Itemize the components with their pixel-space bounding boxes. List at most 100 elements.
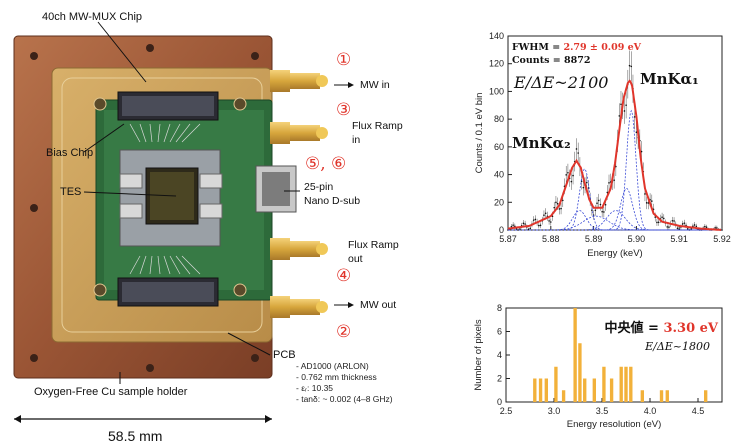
histogram-bar [602,366,606,402]
histogram-bar [592,378,596,402]
data-point [716,227,718,229]
data-point [524,223,526,225]
histogram-bar [659,390,664,402]
data-point [565,174,568,176]
data-point [512,224,514,226]
data-point [529,227,532,230]
data-point [538,224,540,227]
data-point [570,180,573,183]
pcb-spec-item: - εᵣ: 10.35 [296,383,334,393]
data-point [686,228,689,230]
x-tick-label: 5.89 [585,234,603,244]
x-axis-label: Energy (keV) [587,248,642,259]
data-point [633,116,636,118]
data-point [640,150,643,153]
data-point [539,224,542,227]
y-tick-label: 20 [494,197,504,207]
y-tick-label: 2 [497,374,502,384]
data-point [693,224,696,226]
data-point [543,214,545,216]
data-point [657,221,660,224]
data-point [714,226,716,229]
x-tick-label: 5.90 [628,234,646,244]
sample-holder-illustration [13,21,354,423]
data-point [690,228,692,230]
x-tick-label: 3.5 [596,406,609,416]
sample-holder-label: Oxygen-Free Cu sample holder [34,386,188,398]
y-axis-label: Number of pixels [473,319,484,391]
dsub-label: 25-pin Nano D-sub [304,181,361,207]
data-point [681,223,684,225]
data-point [630,65,633,68]
y-tick-label: 140 [489,31,504,41]
data-point [532,219,535,221]
marker-4: ④ [336,266,352,286]
data-point [585,181,588,184]
device-photo: 40ch MW-MUX Chip Bias Chip TES PCB Oxyge… [13,11,403,444]
median-text: 中央値 = 3.30 eV [605,320,719,336]
data-point [582,186,585,189]
data-point [671,219,674,222]
histogram-bar [578,343,582,402]
histogram-bar [704,390,708,402]
resolving-power: E/ΔE~2100 [513,73,608,92]
data-point [625,104,627,106]
sma-connectors [270,70,328,318]
y-tick-label: 120 [489,59,504,69]
resolving-power: E/ΔE~1800 [644,340,710,353]
histogram-bar [629,366,633,402]
histogram-bar [609,378,614,402]
data-point [550,221,552,223]
fwhm-text: FWHM = 2.79 ± 0.09 eV [512,42,642,53]
data-point [544,212,547,215]
histogram-bar [640,390,644,402]
median-value: 3.30 eV [663,321,718,336]
data-point [527,228,530,231]
pcb-specs: - AD1000 (ARLON) - 0.762 mm thickness - … [296,361,393,405]
data-point [603,211,605,213]
y-tick-label: 0 [497,397,502,407]
y-tick-label: 8 [497,303,502,313]
fit-line [507,79,722,231]
data-point [555,201,557,204]
fwhm-value: 2.79 ± 0.09 eV [563,42,641,53]
dimension-label: 58.5 mm [108,428,163,444]
marker-1: ① [336,50,352,70]
data-point [644,193,646,195]
y-tick-label: 40 [494,170,504,180]
data-point [656,221,658,224]
x-axis-label: Energy resolution (eV) [567,419,662,430]
data-point [519,228,521,230]
x-tick-label: 5.92 [713,234,731,244]
pcb-spec-item: - AD1000 (ARLON) [296,361,369,371]
mw-out-label: MW out [360,299,397,311]
data-point [548,220,550,222]
data-point [628,64,631,67]
data-point [596,202,598,205]
marker-2: ② [336,322,352,342]
data-point [666,226,669,228]
y-axis-label: Counts / 0.1 eV bin [474,93,485,174]
data-point [704,225,706,228]
data-point [558,208,561,210]
data-point [661,216,663,219]
y-tick-label: 0 [499,225,504,235]
data-point [620,103,622,106]
histogram-bar [544,378,548,402]
plot-frame [507,35,723,231]
data-point [623,110,626,112]
data-point [601,210,603,213]
marker-5-6: ⑤, ⑥ [305,154,347,174]
histogram-bar [583,378,587,402]
x-tick-label: 4.0 [644,406,657,416]
data-point [534,218,537,221]
data-point [567,171,569,174]
data-point [618,115,621,117]
x-tick-label: 2.5 [500,406,513,416]
flux-ramp-in-label: Flux Ramp in [352,120,403,146]
mw-in-label: MW in [360,79,390,91]
data-point [577,152,579,154]
histogram-bar [554,366,558,402]
x-tick-label: 3.0 [548,406,561,416]
data-point [561,199,564,202]
